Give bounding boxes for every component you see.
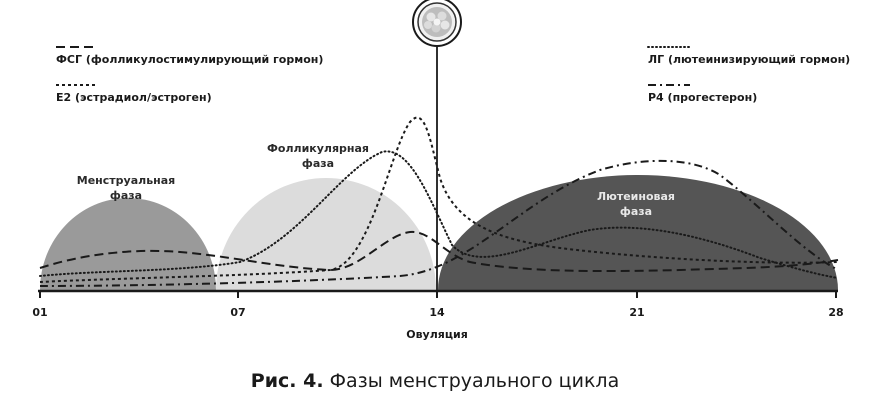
fsh-legend-label: ФСГ (фолликулостимулирующий гормон) (56, 53, 323, 66)
follicular-phase-label-2: фаза (302, 157, 334, 170)
caption-prefix: Рис. 4. (250, 370, 324, 392)
menstrual-phase-area (40, 198, 216, 290)
tick-label-28: 28 (828, 306, 843, 319)
p4-legend-label: Р4 (прогестерон) (648, 91, 757, 104)
egg-cell-icon (412, 0, 462, 47)
luteal-phase-label: Лютеиновая (597, 190, 675, 203)
caption-text: Фазы менструального цикла (323, 370, 620, 392)
fsh-curve (39, 230, 839, 273)
ovulation-label: Овуляция (406, 328, 468, 341)
menstrual-phase-label-2: фаза (110, 189, 142, 202)
tick-label-07: 07 (230, 306, 245, 319)
menstrual-phase-label: Менструальная (77, 174, 175, 187)
e2-curve (39, 116, 839, 283)
p4-curve (39, 159, 839, 287)
tick-label-14: 14 (429, 306, 445, 319)
tick-label-21: 21 (629, 306, 644, 319)
tick-label-01: 01 (32, 306, 47, 319)
luteal-phase-label-2: фаза (620, 205, 652, 218)
lh-curve (39, 150, 839, 279)
lh-legend-label: ЛГ (лютеинизирующий гормон) (648, 53, 850, 66)
follicular-phase-label: Фолликулярная (267, 142, 369, 155)
follicular-phase-area (216, 178, 436, 290)
e2-legend-label: Е2 (эстрадиол/эстроген) (56, 91, 212, 104)
figure-caption: Рис. 4. Фазы менструального цикла (0, 370, 870, 392)
